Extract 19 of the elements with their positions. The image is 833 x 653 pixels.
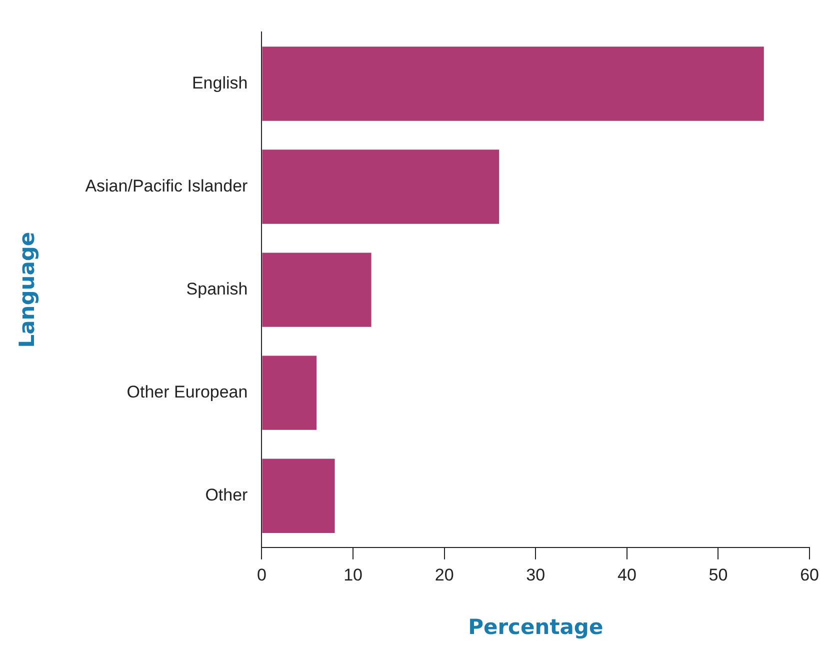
y-tick-label: Other European xyxy=(126,382,248,402)
y-tick-label: English xyxy=(192,73,248,92)
bar xyxy=(262,458,335,533)
x-tick-label: 40 xyxy=(617,565,636,584)
x-axis-title: Percentage xyxy=(468,614,604,639)
x-tick-label: 0 xyxy=(256,565,266,584)
y-tick-label: Other xyxy=(205,486,248,505)
y-tick-label: Asian/Pacific Islander xyxy=(85,176,248,196)
bar xyxy=(262,150,500,224)
bar xyxy=(262,252,372,327)
y-axis-title: Language xyxy=(15,232,40,348)
x-tick-label: 10 xyxy=(344,565,362,584)
y-tick-label: Spanish xyxy=(186,279,248,298)
x-tick-label: 30 xyxy=(526,565,546,584)
bar xyxy=(262,46,764,121)
x-tick-label: 20 xyxy=(434,565,454,584)
x-tick-label: 60 xyxy=(800,565,820,584)
x-tick-label: 50 xyxy=(708,565,728,584)
bar xyxy=(262,356,317,430)
